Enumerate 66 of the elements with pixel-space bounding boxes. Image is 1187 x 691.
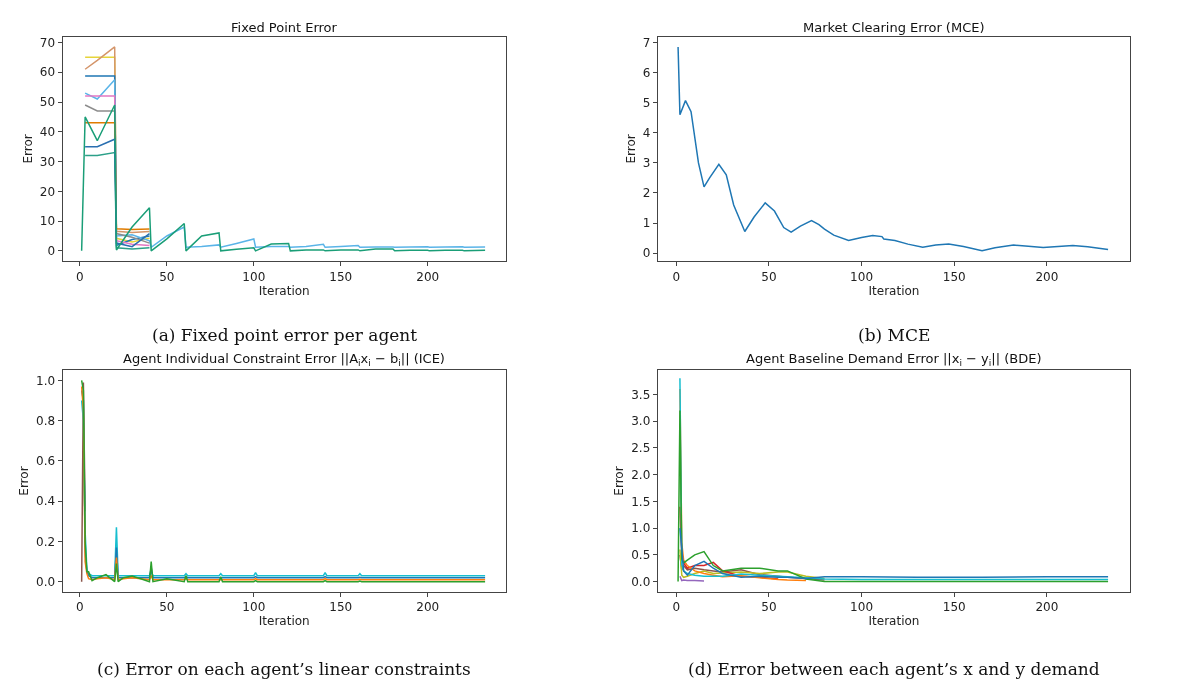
x-tick-label: 150 [329,269,353,284]
y-tick-label: 2.5 [631,441,651,456]
x-tick-label: 50 [761,269,777,284]
chart-title: Agent Individual Constraint Error ||A$_{i}$x$_{i}$ − b$_{i}$|| (ICE) [123,351,445,368]
y-tick-label: 6 [642,65,651,80]
y-tick-label: 0.0 [631,574,651,589]
x-axis-title: Iteration [868,614,920,629]
y-tick-label: 0.4 [36,494,56,509]
y-axis-title: Error [623,134,638,164]
y-axis-title: Error [21,134,36,164]
y-tick-label: 5 [642,95,651,110]
x-tick-label: 100 [850,269,874,284]
y-tick-label: 0 [642,246,651,261]
y-tick-label: 50 [39,95,56,110]
y-tick-label: 0.2 [36,534,56,549]
text: (a) Fixed point error per agent [152,325,418,345]
chart-title: Market Clearing Error (MCE) [803,20,985,35]
y-tick-label: 0 [47,244,56,259]
x-tick-label: 100 [242,600,266,615]
x-tick-label: 150 [942,600,966,615]
text: (c) Error on each agent’s linear constraints [97,659,471,679]
x-tick-label: 200 [1035,600,1059,615]
x-tick-label: 0 [76,269,84,284]
x-tick-label: 50 [159,269,175,284]
y-tick-label: 30 [39,154,56,169]
y-tick-label: 0.8 [36,413,56,428]
y-tick-label: 3 [642,156,651,171]
text: (b) MCE [858,325,931,345]
x-axis-title: Iteration [868,283,920,298]
y-tick-label: 40 [39,124,56,139]
y-tick-label: 1.0 [36,373,56,388]
y-tick-label: 3.0 [631,414,651,429]
chart-title: Agent Baseline Demand Error ||x$_{i}$ − y$_{i}$|| (BDE) [746,351,1042,368]
y-tick-label: 10 [39,214,56,229]
x-tick-label: 50 [761,600,777,615]
y-tick-label: 3.5 [631,387,651,402]
x-tick-label: 200 [416,600,440,615]
y-tick-label: 4 [642,125,651,140]
y-tick-label: 0.0 [36,574,56,589]
x-tick-label: 100 [850,600,874,615]
chart-title: Fixed Point Error [231,20,338,35]
x-tick-label: 0 [672,269,681,284]
x-tick-label: 200 [416,269,440,284]
y-tick-label: 2.0 [631,467,651,482]
x-tick-label: 100 [242,269,266,284]
y-tick-label: 7 [642,35,651,50]
y-tick-label: 0.6 [36,454,56,469]
x-axis-title: Iteration [258,283,310,298]
x-tick-label: 0 [76,600,84,615]
y-tick-label: 1.0 [631,521,651,536]
x-axis-title: Iteration [258,614,310,629]
x-tick-label: 200 [1035,269,1059,284]
y-tick-label: 60 [39,65,56,80]
x-tick-label: 150 [329,600,353,615]
y-axis-title: Error [17,466,32,496]
x-tick-label: 0 [672,600,681,615]
x-tick-label: 150 [942,269,966,284]
y-tick-label: 1.5 [631,494,651,509]
y-tick-label: 1 [642,216,651,231]
y-tick-label: 70 [39,35,56,50]
y-tick-label: 0.5 [631,548,651,563]
y-tick-label: 20 [39,184,56,199]
text: (d) Error between each agent’s x and y demand [688,659,1100,679]
y-tick-label: 2 [642,186,651,201]
x-tick-label: 50 [159,600,175,615]
y-axis-title: Error [612,466,627,496]
